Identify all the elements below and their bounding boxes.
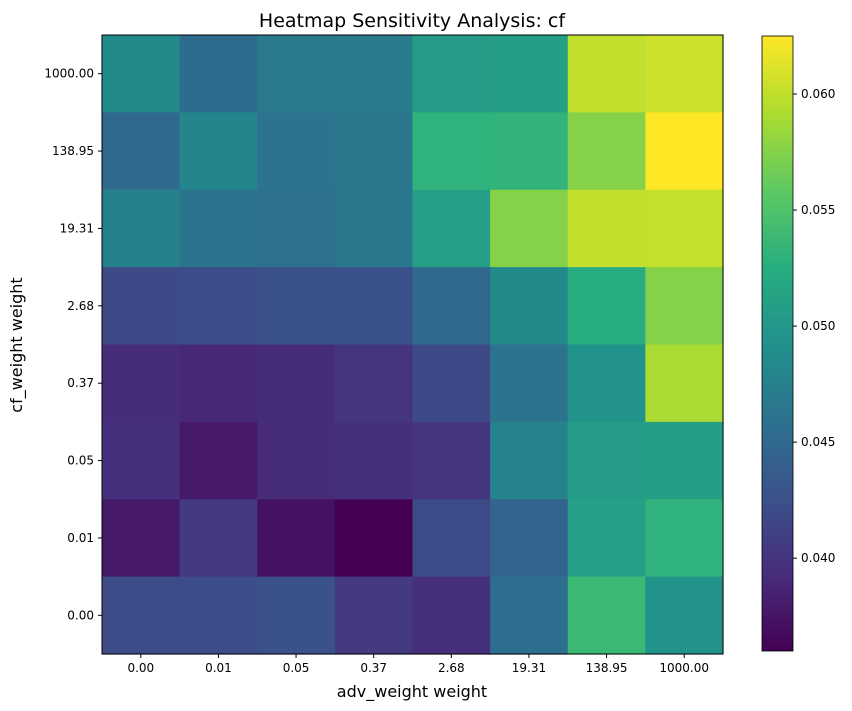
heatmap-cell [490, 499, 569, 578]
heatmap-cell [179, 576, 258, 655]
heatmap-cell [102, 112, 181, 191]
x-tick-label: 2.68 [438, 661, 465, 675]
heatmap-cell [102, 499, 181, 578]
y-tick-label: 0.05 [67, 454, 94, 468]
heatmap-cell [645, 499, 724, 578]
y-axis: 1000.00 138.95 19.31 2.68 0.37 0.05 0.01 0.00 [44, 67, 102, 622]
heatmap-cell [490, 421, 569, 500]
heatmap-cell [490, 344, 569, 423]
colorbar-tick-label: 0.060 [801, 87, 835, 101]
y-tick-label: 19.31 [60, 221, 94, 235]
heatmap-cell [412, 35, 491, 113]
heatmap-cell [257, 35, 336, 113]
heatmap-cell [567, 344, 646, 423]
heatmap-cell [412, 576, 491, 655]
plot-frame [101, 34, 724, 655]
heatmap-cell [257, 499, 336, 578]
heatmap-cell [334, 35, 414, 113]
heatmap-cell [412, 189, 491, 268]
heatmap-cell [645, 35, 724, 113]
heatmap-cell [179, 267, 258, 346]
y-tick-label: 0.00 [67, 608, 94, 622]
heatmap-cell [412, 112, 491, 191]
x-tick-label: 0.01 [205, 661, 232, 675]
heatmap-cell [412, 344, 491, 423]
heatmap-cell [490, 35, 569, 113]
heatmap-cell [334, 112, 414, 191]
heatmap-cell [179, 189, 258, 268]
heatmap-cell [257, 267, 336, 346]
heatmap-cell [334, 189, 414, 268]
heatmap-cell [257, 189, 336, 268]
heatmap-cell [567, 35, 646, 113]
heatmap-cell [257, 112, 336, 191]
x-tick-label: 0.00 [127, 661, 154, 675]
heatmap-cell [412, 421, 491, 500]
heatmap-cell [645, 189, 724, 268]
heatmap-cell [490, 189, 569, 268]
heatmap-cell [567, 112, 646, 191]
colorbar-ticks: 0.040 0.045 0.050 0.055 0.060 [793, 87, 835, 565]
x-tick-label: 1000.00 [659, 661, 709, 675]
heatmap-cell [645, 576, 724, 655]
heatmap-cell [102, 344, 181, 423]
heatmap-cell [490, 576, 569, 655]
heatmap-cell [567, 499, 646, 578]
colorbar-tick-label: 0.055 [801, 203, 835, 217]
heatmap-cell [567, 576, 646, 655]
heatmap-cell [567, 267, 646, 346]
colorbar-tick-label: 0.040 [801, 551, 835, 565]
heatmap-cell [257, 344, 336, 423]
y-tick-label: 1000.00 [44, 67, 94, 81]
heatmap-cell [645, 344, 724, 423]
heatmap-cell [645, 267, 724, 346]
heatmap-cell [179, 112, 258, 191]
heatmap-cell [179, 421, 258, 500]
heatmap-cell [179, 344, 258, 423]
heatmap-cell [334, 576, 414, 655]
heatmap-cell [257, 421, 336, 500]
x-tick-label: 138.95 [586, 661, 628, 675]
heatmap-cell [567, 189, 646, 268]
chart-title: Heatmap Sensitivity Analysis: cf [259, 10, 566, 32]
y-tick-label: 0.37 [67, 376, 94, 390]
x-tick-label: 0.37 [360, 661, 387, 675]
heatmap-cell [102, 576, 181, 655]
heatmap-cell [567, 421, 646, 500]
y-tick-label: 2.68 [67, 299, 94, 313]
colorbar-tick-label: 0.045 [801, 435, 835, 449]
heatmap-cell [645, 421, 724, 500]
y-tick-label: 0.01 [67, 531, 94, 545]
y-axis-label: cf_weight weight [7, 277, 27, 412]
heatmap-cell [102, 189, 181, 268]
heatmap-cells [102, 35, 724, 655]
x-axis-label: adv_weight weight [337, 682, 487, 702]
heatmap-cell [412, 267, 491, 346]
heatmap-cell [102, 421, 181, 500]
y-tick-label: 138.95 [52, 144, 94, 158]
heatmap-cell [102, 35, 181, 113]
heatmap-cell [645, 112, 724, 191]
heatmap-cell [102, 267, 181, 346]
heatmap-cell [334, 344, 414, 423]
heatmap-cell [334, 267, 414, 346]
colorbar [761, 35, 794, 652]
x-tick-label: 0.05 [283, 661, 310, 675]
heatmap-cell [490, 267, 569, 346]
heatmap-cell [490, 112, 569, 191]
heatmap-cell [412, 499, 491, 578]
x-tick-label: 19.31 [512, 661, 546, 675]
heatmap-cell [179, 35, 258, 113]
colorbar-tick-label: 0.050 [801, 319, 835, 333]
heatmap-cell [334, 421, 414, 500]
heatmap-cell [179, 499, 258, 578]
heatmap-cell [334, 499, 414, 578]
x-axis: 0.00 0.01 0.05 0.37 2.68 19.31 138.95 1000.00 [127, 654, 709, 675]
heatmap-cell [257, 576, 336, 655]
